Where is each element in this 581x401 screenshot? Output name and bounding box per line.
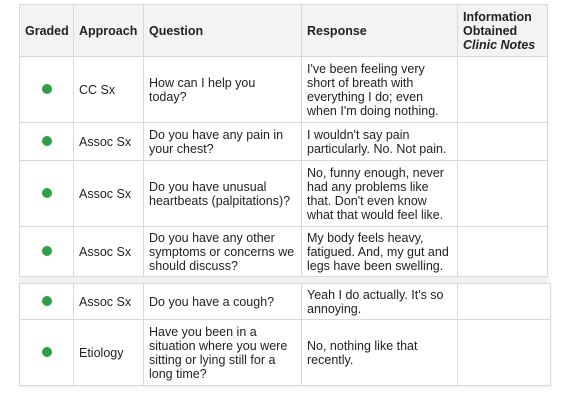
info-cell[interactable] [457,122,548,161]
table-row[interactable]: Etiology Have you been in a situation wh… [19,319,551,386]
response-cell: No, funny enough, never had any problems… [301,160,458,227]
graded-cell [19,160,74,227]
info-cell[interactable] [457,283,551,320]
qa-table: Graded Approach Question Response Inform… [19,4,548,277]
table-row[interactable]: Assoc Sx Do you have unusual heartbeats … [19,160,548,227]
approach-cell: Assoc Sx [73,283,144,320]
table-row[interactable]: Assoc Sx Do you have a cough? Yeah I do … [19,283,551,320]
table-row[interactable]: Assoc Sx Do you have any other symptoms … [19,226,548,277]
graded-indicator-icon [41,83,52,94]
approach-cell: CC Sx [73,56,144,123]
graded-indicator-icon [41,295,52,306]
graded-indicator-icon [41,187,52,198]
graded-cell [19,319,74,386]
response-cell: I wouldn't say pain particularly. No. No… [301,122,458,161]
header-information-obtained: Information Obtained Clinic Notes [457,4,548,57]
response-cell: No, nothing like that recently. [301,319,458,386]
question-cell: How can I help you today? [143,56,302,123]
response-cell: I've been feeling very short of breath w… [301,56,458,123]
approach-cell: Assoc Sx [73,226,144,277]
graded-cell [19,283,74,320]
graded-indicator-icon [41,346,52,357]
info-cell[interactable] [457,226,548,277]
approach-cell: Assoc Sx [73,122,144,161]
header-info-line3: Clinic Notes [463,37,536,52]
info-cell[interactable] [457,319,551,386]
header-info-line2: Obtained [463,23,518,38]
header-graded: Graded [19,4,74,57]
question-cell: Have you been in a situation where you w… [143,319,302,386]
approach-cell: Assoc Sx [73,160,144,227]
graded-indicator-icon [41,245,52,256]
question-cell: Do you have any pain in your chest? [143,122,302,161]
response-cell: Yeah I do actually. It's so annoying. [301,283,458,320]
question-cell: Do you have any other symptoms or concer… [143,226,302,277]
response-cell: My body feels heavy, fatigued. And, my g… [301,226,458,277]
qa-table-continued: Assoc Sx Do you have a cough? Yeah I do … [19,283,551,386]
header-question: Question [143,4,302,57]
header-info-line1: Information [463,9,532,24]
question-cell: Do you have a cough? [143,283,302,320]
info-cell[interactable] [457,160,548,227]
info-cell[interactable] [457,56,548,123]
table-row[interactable]: Assoc Sx Do you have any pain in your ch… [19,122,548,161]
header-response: Response [301,4,458,57]
graded-cell [19,226,74,277]
table-gap [19,277,550,283]
question-cell: Do you have unusual heartbeats (palpitat… [143,160,302,227]
approach-cell: Etiology [73,319,144,386]
table-row[interactable]: CC Sx How can I help you today? I've bee… [19,56,548,123]
graded-indicator-icon [41,135,52,146]
header-approach: Approach [73,4,144,57]
graded-cell [19,122,74,161]
table-header-row: Graded Approach Question Response Inform… [19,4,548,57]
graded-cell [19,56,74,123]
